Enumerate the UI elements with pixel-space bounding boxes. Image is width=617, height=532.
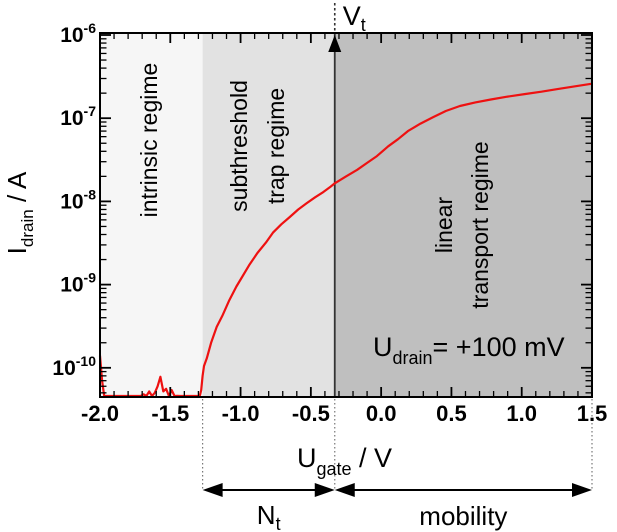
threshold-marker-layer <box>202 3 593 489</box>
y-tick-label: 10-9 <box>60 270 96 297</box>
region-label-intrinsic: intrinsic regime <box>136 63 162 218</box>
regime-shading-layer <box>100 33 592 397</box>
x-tick-label: -1.0 <box>222 401 260 426</box>
region-label-subthreshold-line2: trap regime <box>263 88 289 204</box>
bottom-arrows-layer <box>202 483 592 497</box>
data-curve-layer <box>98 82 593 398</box>
region-label-linear-line1: linear <box>431 197 457 254</box>
region-fill-subthreshold-trap-regime <box>202 33 335 397</box>
arrowhead-right <box>314 483 335 497</box>
threshold-voltage-label: Vt <box>343 1 366 35</box>
drain-bias-annotation: Udrain= +100 mV <box>373 332 565 368</box>
x-tick-label: -2.0 <box>81 401 119 426</box>
region-fill-linear-transport-regime <box>334 33 592 397</box>
y-tick-label: 10-6 <box>60 20 96 47</box>
x-axis-title: Ugate / V <box>297 443 392 479</box>
x-tick-label: 0.5 <box>436 401 467 426</box>
mobility-arrow-label: mobility <box>419 501 507 531</box>
region-label-linear-line2: transport regime <box>467 141 493 308</box>
arrowhead-left <box>202 483 223 497</box>
arrowhead-right <box>572 483 592 497</box>
nt-arrow-label: Nt <box>257 500 281 532</box>
plot-border <box>99 32 593 398</box>
region-fill-intrinsic-regime <box>100 33 203 397</box>
y-tick-label: 10-10 <box>52 353 96 380</box>
y-tick-label: 10-7 <box>60 103 96 130</box>
x-tick-label: -1.5 <box>151 401 189 426</box>
x-tick-label: 1.5 <box>577 401 608 426</box>
x-tick-label: 0.0 <box>366 401 397 426</box>
y-axis-title: Idrain / A <box>2 171 37 254</box>
axes-layer <box>99 32 593 398</box>
x-tick-label: -0.5 <box>292 401 330 426</box>
tick-labels-layer: -2.0 -1.5 -1.0 -0.5 0.0 0.5 1.0 1.5 10-6 10-7 10-8… <box>52 20 607 426</box>
x-tick-label: 1.0 <box>506 401 537 426</box>
transfer-curve <box>98 82 593 398</box>
arrowhead-left <box>334 483 355 497</box>
region-label-subthreshold-line1: subthreshold <box>226 80 252 212</box>
vt-up-arrowhead <box>328 35 342 52</box>
y-tick-label: 10-8 <box>60 186 96 213</box>
